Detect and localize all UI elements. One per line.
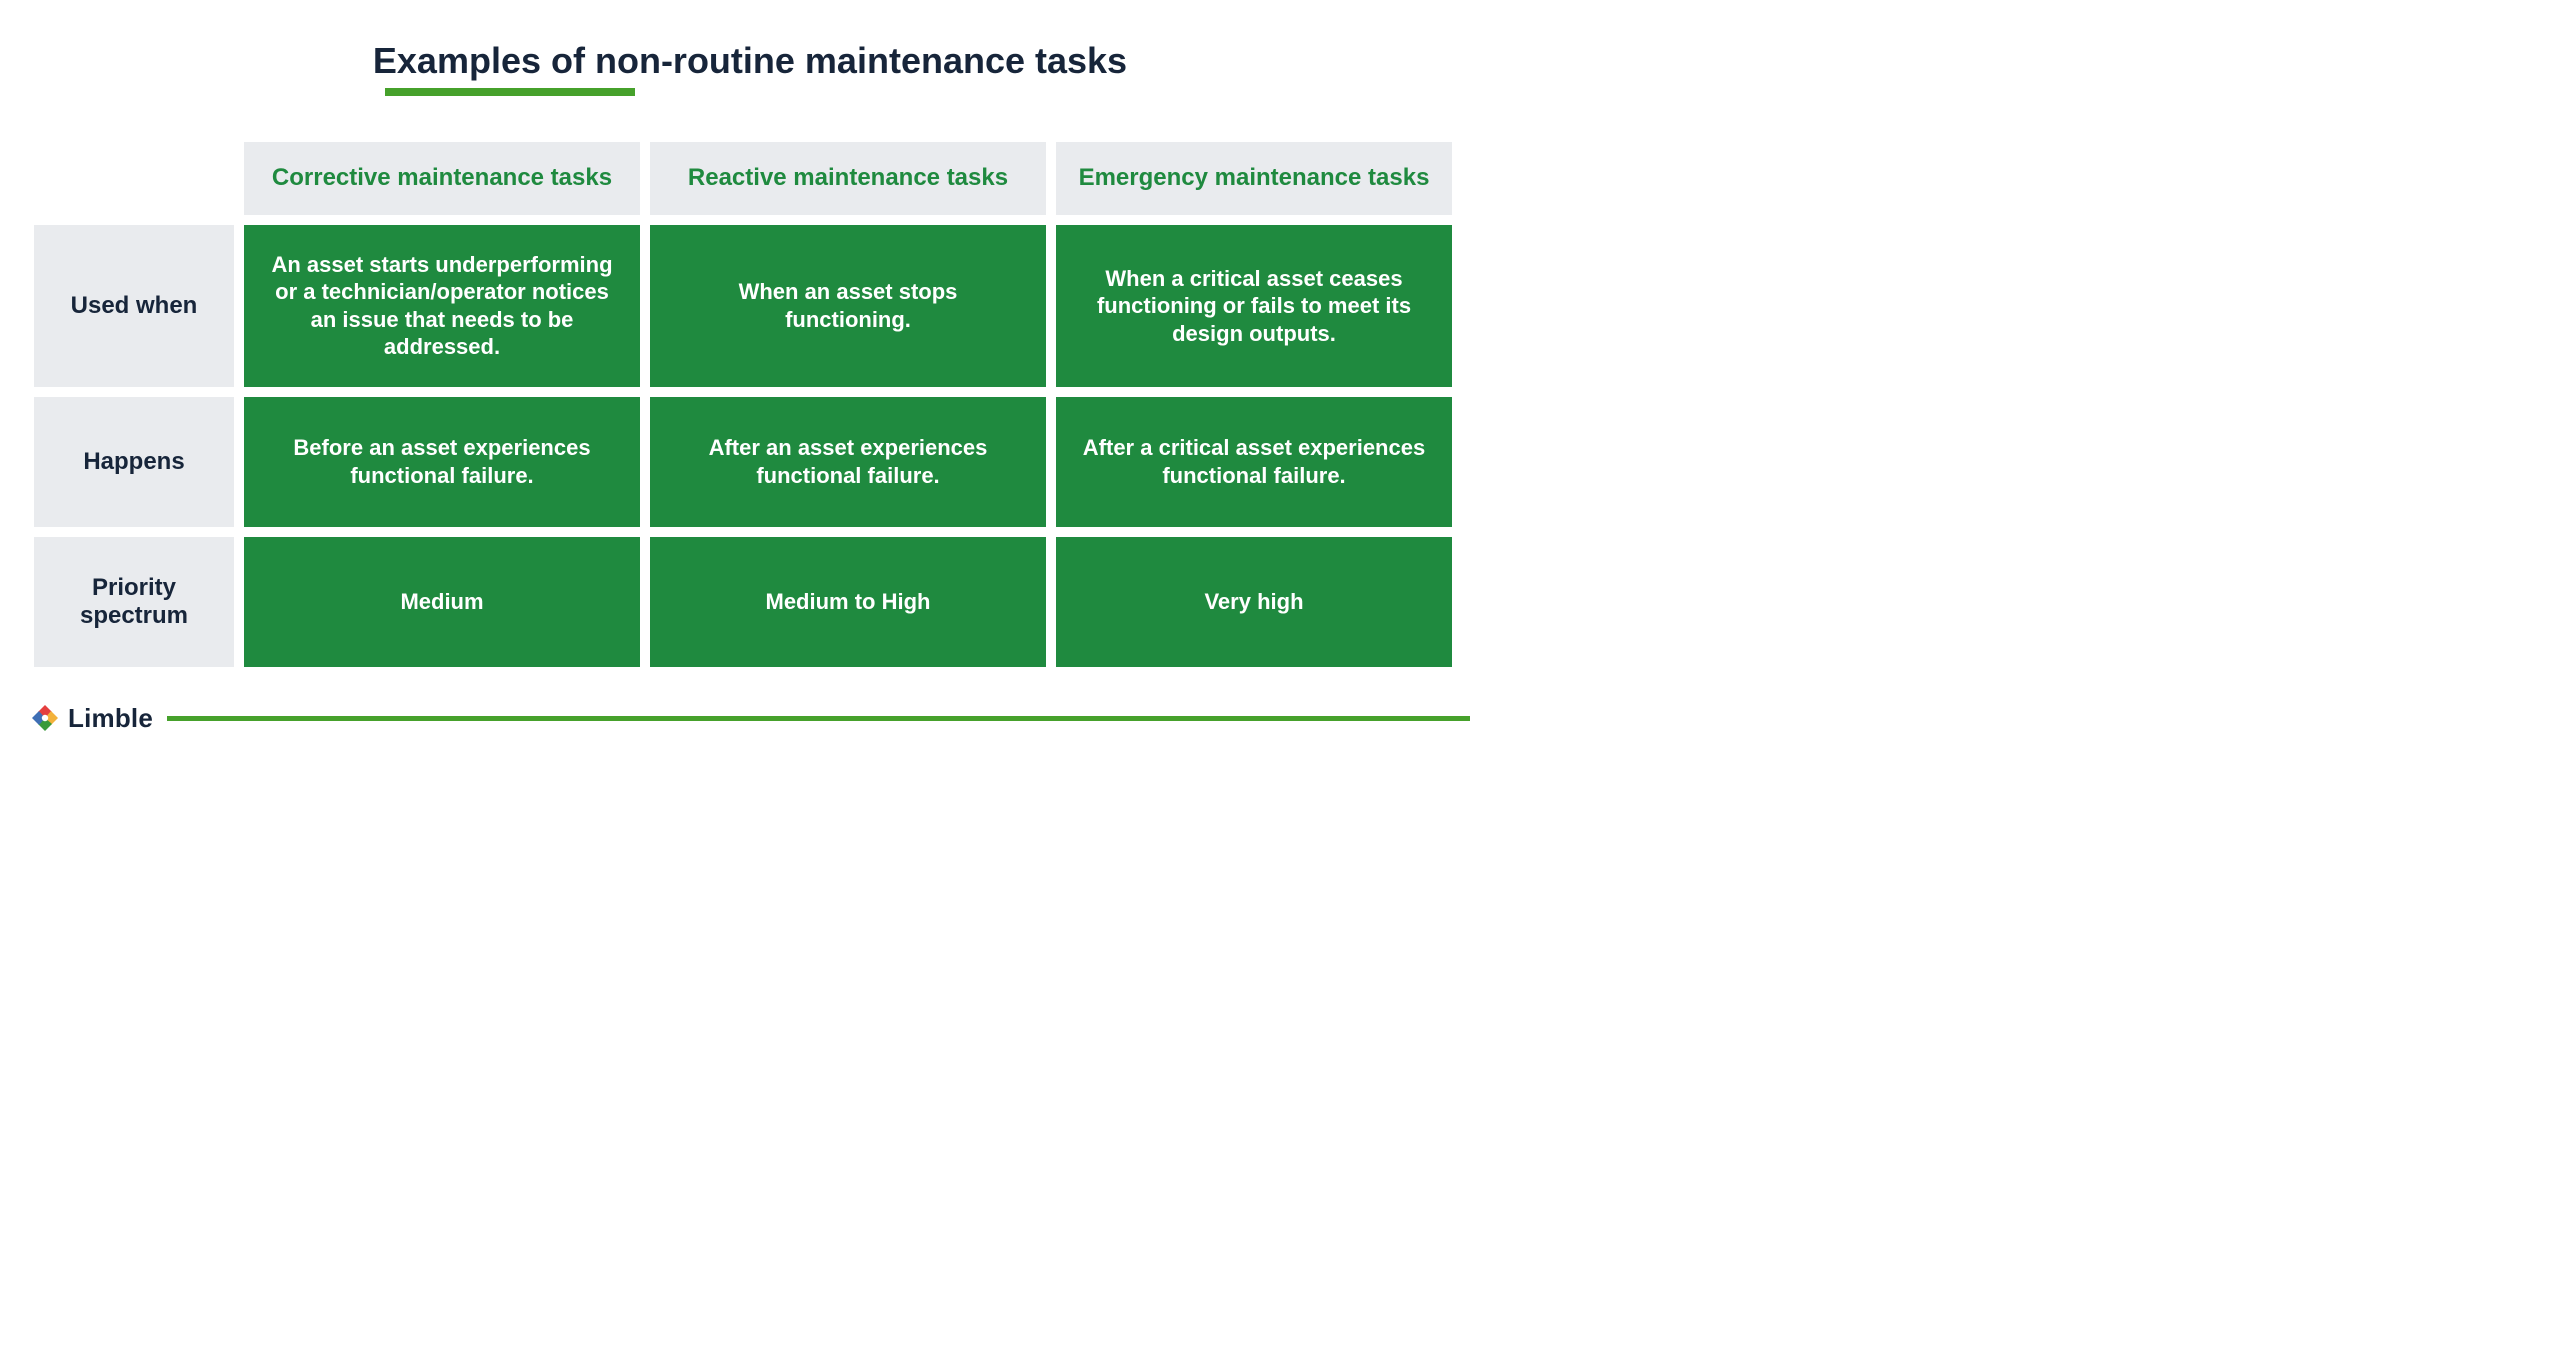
row-label-used-when: Used when [34, 225, 234, 387]
cell-priority-emergency: Very high [1056, 537, 1452, 667]
brand-logo: Limble [30, 703, 153, 734]
cell-used-when-corrective: An asset starts underperforming or a tec… [244, 225, 640, 387]
col-header-corrective: Corrective maintenance tasks [244, 142, 640, 215]
cell-used-when-reactive: When an asset stops functioning. [650, 225, 1046, 387]
cell-happens-emergency: After a critical asset experiences funct… [1056, 397, 1452, 527]
cell-used-when-emergency: When a critical asset ceases functioning… [1056, 225, 1452, 387]
cell-priority-corrective: Medium [244, 537, 640, 667]
brand-name: Limble [68, 703, 153, 734]
cell-happens-reactive: After an asset experiences functional fa… [650, 397, 1046, 527]
title-block: Examples of non-routine maintenance task… [30, 40, 1470, 96]
table-corner-blank [34, 142, 234, 215]
col-header-emergency: Emergency maintenance tasks [1056, 142, 1452, 215]
brand-mark-icon [30, 703, 60, 733]
title-underline [385, 88, 635, 96]
cell-priority-reactive: Medium to High [650, 537, 1046, 667]
footer-rule [167, 716, 1470, 721]
row-label-priority: Priority spectrum [34, 537, 234, 667]
cell-happens-corrective: Before an asset experiences functional f… [244, 397, 640, 527]
comparison-table: Corrective maintenance tasks Reactive ma… [34, 142, 1452, 667]
footer: Limble [30, 703, 1470, 734]
row-label-happens: Happens [34, 397, 234, 527]
col-header-reactive: Reactive maintenance tasks [650, 142, 1046, 215]
page-title: Examples of non-routine maintenance task… [373, 40, 1127, 82]
infographic-page: Examples of non-routine maintenance task… [0, 0, 1500, 754]
